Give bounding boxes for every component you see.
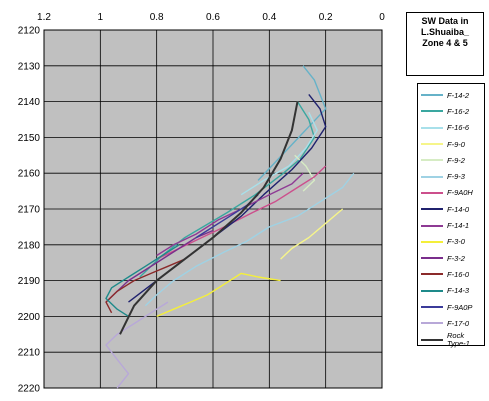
legend-label: F-9A0H [447,188,473,198]
y-tick-label: 2200 [18,312,41,323]
series-line-f-9a0h [156,165,327,260]
legend-label: F-14-1 [447,221,470,231]
legend-swatch [421,110,443,113]
legend-swatch [421,143,443,146]
legend-item: F-9-0 [421,136,484,152]
y-tick-label: 2130 [18,61,41,72]
legend-swatch [421,240,443,243]
y-tick-label: 2190 [18,276,41,287]
legend-label: F-16-0 [447,269,470,279]
x-tick-label: 1.2 [37,12,51,23]
legend-item: F-9A0P [421,299,484,315]
legend-swatch [421,175,443,178]
y-tick-label: 2140 [18,97,41,108]
legend-item: F-9A0H [421,185,484,201]
legend-label: F-14-0 [447,204,470,214]
legend-item: F-16-6 [421,120,484,136]
legend-item: F-14-1 [421,217,484,233]
series-line-f-16-0 [105,258,186,314]
series-lines [105,65,355,389]
legend-swatch [421,159,443,162]
legend-swatch [421,322,443,325]
y-tick-label: 2210 [18,348,41,359]
legend-swatch [421,289,443,292]
y-tick-label: 2150 [18,133,41,144]
legend-item: F-9-3 [421,168,484,184]
series-line-f-14-2 [257,65,327,181]
legend-label: F-9-2 [447,155,465,165]
legend-item: F-3-2 [421,250,484,266]
legend-label: F-3-2 [447,253,465,263]
x-tick-label: 0.2 [319,12,333,23]
x-tick-label: 1 [98,12,104,23]
chart-title-line-3: Zone 4 & 5 [422,38,468,48]
legend-label: F-17-0 [447,318,470,328]
legend-item: F-14-3 [421,283,484,299]
series-line-f-16-2 [139,101,316,278]
legend-label: F-3-0 [447,237,465,247]
legend-item: F-14-0 [421,201,484,217]
x-tick-label: 0.4 [262,12,276,23]
legend: F-14-2 F-16-2 F-16-6 F-9-0 F-9-2 F-9-3 F-9A0H F… [417,83,485,347]
chart-title-box: SW Data in L.Shuaiba_ Zone 4 & 5 [406,12,484,76]
legend-item-rock-type: Rock Type-1 [421,331,484,347]
y-axis-ticks: 2120 2130 2140 2150 2160 2170 2180 2190 2200 2210… [18,26,41,395]
legend-label: F-9-3 [447,172,465,182]
legend-swatch [421,273,443,276]
series-line-rock-type-1 [119,101,299,335]
series-line-f-14-1 [156,172,304,257]
y-tick-label: 2180 [18,240,41,251]
legend-label: F-16-6 [447,123,470,133]
chart-title-line-2: L.Shuaiba_ [420,27,469,37]
legend-label: F-14-3 [447,286,470,296]
legend-item: F-17-0 [421,315,484,331]
legend-swatch [421,306,443,308]
legend-label: F-9-0 [447,139,465,149]
legend-item: F-16-2 [421,103,484,119]
legend-swatch [421,224,443,227]
series-line-f-9-0 [280,208,344,260]
legend-item: F-14-2 [421,87,484,103]
legend-swatch [421,208,443,211]
legend-label: Rock Type-1 [447,330,470,348]
legend-swatch [421,191,443,194]
x-tick-label: 0.8 [150,12,164,23]
x-tick-label: 0 [379,12,385,23]
chart-title-line-1: SW Data in [421,16,469,26]
x-axis-ticks: 1.2 1 0.8 0.6 0.4 0.2 0 [37,12,385,23]
legend-label: F-9A0P [447,302,473,312]
y-tick-label: 2170 [18,205,41,216]
x-tick-label: 0.6 [206,12,220,23]
series-line-f-3-0 [156,272,281,318]
legend-label: F-14-2 [447,90,470,100]
y-tick-label: 2160 [18,169,41,180]
grid-lines [43,29,383,389]
legend-label: F-16-2 [447,106,470,116]
legend-item: F-9-2 [421,152,484,168]
legend-item: F-16-0 [421,266,484,282]
series-line-f-14-3 [105,244,180,317]
legend-swatch [421,338,443,341]
legend-swatch [421,126,443,129]
y-tick-label: 2120 [18,26,41,37]
series-line-f-9-3 [144,172,355,307]
series-line-f-17-0 [105,301,169,389]
y-tick-label: 2220 [18,384,41,395]
legend-item: F-3-0 [421,234,484,250]
legend-swatch [421,257,443,260]
legend-swatch [421,94,443,97]
